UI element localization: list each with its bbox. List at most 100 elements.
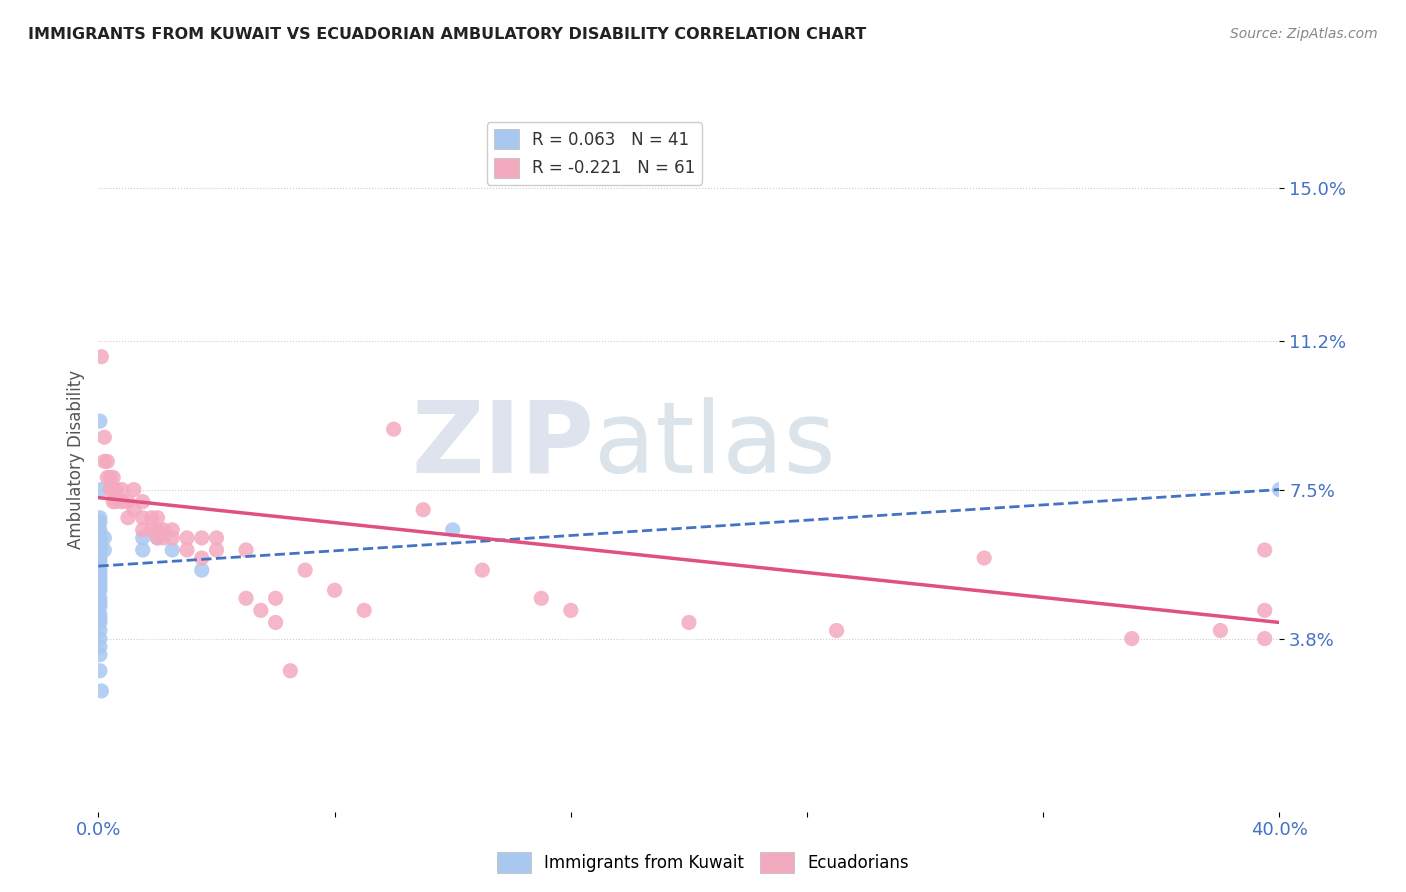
Point <box>93 543 115 558</box>
Point <box>1254 603 1277 617</box>
Point <box>412 502 434 516</box>
Point <box>89 599 111 614</box>
Point <box>191 551 214 566</box>
Text: atlas: atlas <box>595 397 837 494</box>
Point <box>152 531 174 545</box>
Point <box>89 547 111 561</box>
Point <box>89 523 111 537</box>
Point <box>176 543 198 558</box>
Point <box>103 494 125 508</box>
Point <box>235 543 257 558</box>
Point <box>1268 483 1291 497</box>
Point <box>122 502 145 516</box>
Point <box>89 571 111 585</box>
Point <box>89 510 111 524</box>
Point <box>89 595 111 609</box>
Point <box>89 591 111 606</box>
Point <box>89 414 111 428</box>
Point <box>122 483 145 497</box>
Point <box>111 494 134 508</box>
Point <box>89 515 111 529</box>
Point <box>132 531 155 545</box>
Point <box>132 510 155 524</box>
Point <box>152 523 174 537</box>
Point <box>93 430 115 444</box>
Point <box>89 567 111 582</box>
Point <box>205 543 228 558</box>
Point <box>264 591 287 606</box>
Point <box>353 603 375 617</box>
Point <box>250 603 273 617</box>
Point <box>93 531 115 545</box>
Point <box>89 531 111 545</box>
Point <box>117 494 139 508</box>
Text: IMMIGRANTS FROM KUWAIT VS ECUADORIAN AMBULATORY DISABILITY CORRELATION CHART: IMMIGRANTS FROM KUWAIT VS ECUADORIAN AMB… <box>28 27 866 42</box>
Point <box>141 510 163 524</box>
Point <box>1254 632 1277 646</box>
Point <box>89 607 111 622</box>
Point <box>105 494 128 508</box>
Point <box>191 531 214 545</box>
Point <box>111 483 134 497</box>
Point <box>146 531 169 545</box>
Point <box>103 483 125 497</box>
Point <box>294 563 316 577</box>
Point <box>132 523 155 537</box>
Point <box>146 523 169 537</box>
Point <box>98 470 121 484</box>
Point <box>162 531 183 545</box>
Point <box>89 579 111 593</box>
Point <box>382 422 405 436</box>
Point <box>98 483 121 497</box>
Point <box>96 470 118 484</box>
Point <box>90 483 112 497</box>
Point <box>162 523 183 537</box>
Point <box>530 591 553 606</box>
Text: Source: ZipAtlas.com: Source: ZipAtlas.com <box>1230 27 1378 41</box>
Point <box>89 551 111 566</box>
Text: ZIP: ZIP <box>412 397 595 494</box>
Point <box>96 454 118 468</box>
Point <box>89 664 111 678</box>
Point <box>560 603 582 617</box>
Point <box>973 551 995 566</box>
Point <box>1121 632 1143 646</box>
Point <box>89 632 111 646</box>
Legend: R = 0.063   N = 41, R = -0.221   N = 61: R = 0.063 N = 41, R = -0.221 N = 61 <box>486 122 702 185</box>
Point <box>323 583 346 598</box>
Point <box>678 615 700 630</box>
Point <box>191 563 214 577</box>
Point <box>89 539 111 553</box>
Point <box>162 543 183 558</box>
Point <box>89 543 111 558</box>
Point <box>89 535 111 549</box>
Point <box>89 624 111 638</box>
Point <box>141 523 163 537</box>
Point <box>235 591 257 606</box>
Point <box>103 470 125 484</box>
Point <box>89 527 111 541</box>
Point <box>89 648 111 662</box>
Point <box>176 531 198 545</box>
Point <box>132 543 155 558</box>
Y-axis label: Ambulatory Disability: Ambulatory Disability <box>66 370 84 549</box>
Point <box>146 531 169 545</box>
Legend: Immigrants from Kuwait, Ecuadorians: Immigrants from Kuwait, Ecuadorians <box>491 846 915 880</box>
Point <box>117 510 139 524</box>
Point <box>264 615 287 630</box>
Point <box>105 483 128 497</box>
Point <box>89 615 111 630</box>
Point <box>1209 624 1232 638</box>
Point <box>89 611 111 625</box>
Point <box>441 523 464 537</box>
Point <box>89 555 111 569</box>
Point <box>471 563 494 577</box>
Point <box>205 531 228 545</box>
Point <box>89 563 111 577</box>
Point <box>280 664 302 678</box>
Point <box>89 640 111 654</box>
Point <box>89 575 111 590</box>
Point <box>132 494 155 508</box>
Point <box>1254 543 1277 558</box>
Point <box>90 350 112 364</box>
